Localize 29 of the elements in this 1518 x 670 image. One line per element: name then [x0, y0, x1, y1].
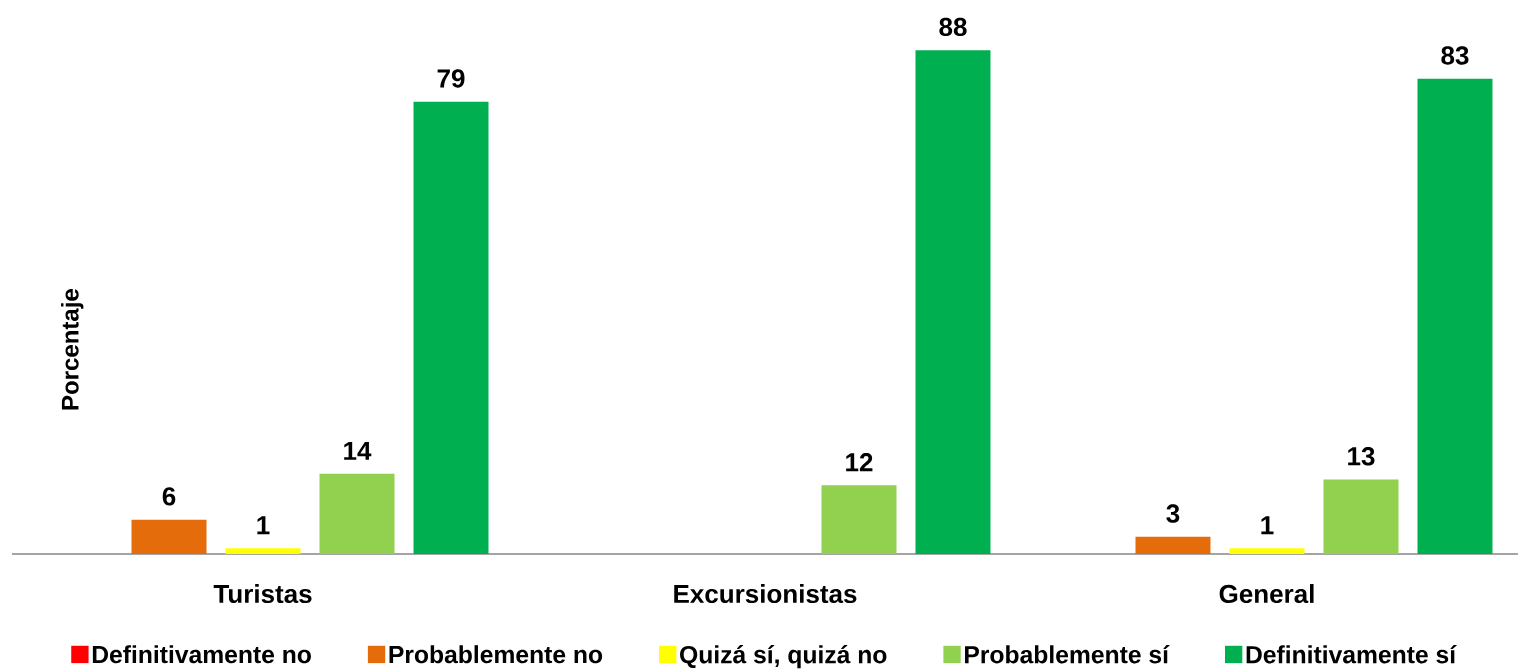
x-tick-label: Turistas	[213, 584, 312, 604]
bar	[821, 485, 897, 554]
x-tick-label: Excursionistas	[674, 584, 857, 604]
data-label: 12	[846, 453, 873, 472]
bar	[1229, 548, 1305, 554]
bar	[319, 473, 395, 554]
data-label: 6	[162, 487, 176, 506]
data-label: 83	[1441, 46, 1469, 65]
x-tick-label: General	[1219, 584, 1314, 604]
legend-label: Definitivamente no	[92, 645, 311, 664]
legend-label: Probablemente no	[389, 645, 603, 664]
data-label: 1	[257, 516, 270, 535]
data-label: 88	[939, 17, 967, 37]
y-axis-title: Porcentaje	[61, 289, 84, 410]
bar	[1417, 78, 1493, 554]
bar	[225, 548, 301, 554]
bar	[413, 101, 489, 554]
bar	[915, 50, 991, 554]
legend-label: Quizá sí, quizá no	[680, 645, 887, 669]
bar	[131, 519, 207, 554]
legend-label: Probablemente sí	[965, 645, 1170, 664]
bar	[1323, 479, 1399, 554]
data-label: 3	[1166, 504, 1180, 523]
legend-label: Definitivamente sí	[1246, 645, 1457, 664]
data-label: 13	[1348, 447, 1375, 466]
data-label: 1	[1261, 516, 1274, 535]
data-label: 79	[437, 69, 465, 88]
bar	[1135, 536, 1211, 554]
data-label: 14	[344, 441, 372, 460]
